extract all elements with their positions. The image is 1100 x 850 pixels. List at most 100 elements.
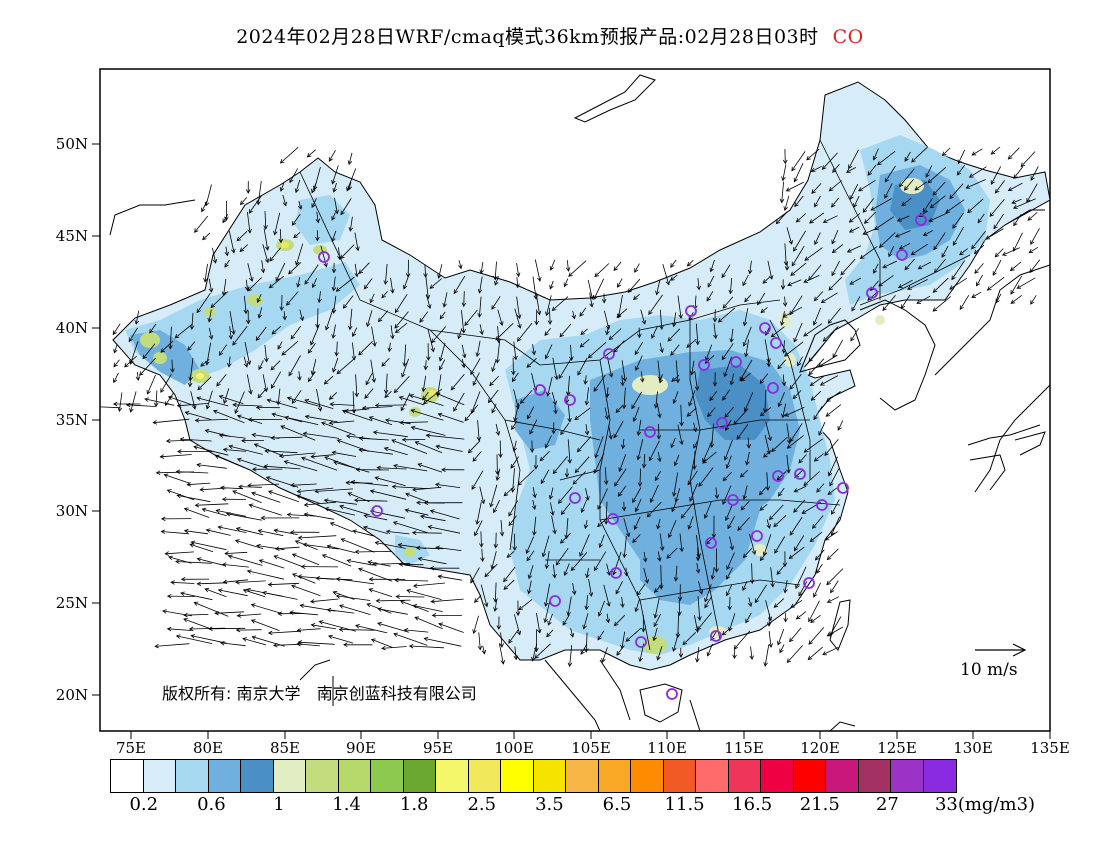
wind-arrow-head [470, 578, 475, 584]
wind-arrow [787, 645, 803, 663]
wind-arrow-head [197, 385, 203, 391]
wind-arrow-head [784, 266, 790, 271]
wind-arrow-head [355, 467, 361, 472]
wind-arrow-head [853, 203, 858, 208]
wind-arrow-head [307, 349, 313, 354]
wind-arrow [808, 627, 825, 645]
wind-arrow [479, 486, 485, 504]
wind-arrow [768, 613, 770, 627]
wind-arrow [194, 215, 209, 233]
wind-arrow [216, 374, 227, 387]
wind-arrow-head [194, 228, 199, 233]
lon-label: 105E [571, 739, 611, 757]
wind-arrow-head [673, 577, 679, 582]
wind-arrow-head [789, 310, 794, 316]
wind-arrow-head [263, 387, 269, 393]
wind-arrow [783, 340, 785, 354]
wind-arrow-head [552, 573, 557, 579]
wind-arrow [494, 276, 499, 286]
wind-arrow [822, 152, 838, 170]
wind-arrow-head [870, 206, 876, 211]
wind-arrow [219, 434, 246, 439]
wind-arrow-head [780, 285, 786, 290]
wind-arrow [705, 355, 715, 364]
wind-arrow-head [180, 591, 185, 596]
wind-arrow [873, 263, 879, 274]
colorbar-cell [436, 760, 469, 792]
wind-arrow-head [846, 248, 852, 253]
wind-arrow [976, 274, 983, 286]
wind-arrow-head [567, 662, 573, 668]
wind-arrow [812, 515, 824, 529]
wind-arrow-head [355, 246, 360, 252]
wind-arrow-head [184, 411, 190, 416]
wind-arrow-head [223, 399, 228, 404]
wind-arrow-head [183, 528, 189, 534]
wind-reference-arrow [975, 643, 1027, 657]
wind-arrow [787, 279, 802, 286]
wind-arrow [424, 264, 426, 278]
wind-arrow-head [722, 476, 728, 482]
wind-arrow-head [361, 405, 367, 411]
wind-arrow-head [795, 217, 801, 223]
wind-arrow-head [537, 277, 542, 282]
wind-arrow-head [291, 399, 297, 404]
wind-arrow [693, 422, 697, 432]
city-marker [803, 577, 815, 589]
wind-arrow-head [303, 512, 309, 517]
wind-arrow-head [544, 331, 549, 336]
wind-arrow [218, 589, 248, 597]
wind-arrow [621, 360, 626, 382]
wind-arrow [675, 488, 681, 502]
wind-arrow [623, 535, 627, 558]
colorbar-cell [176, 760, 209, 792]
wind-arrow [303, 433, 340, 439]
wind-arrow-head [405, 273, 411, 278]
wind-arrow-head [606, 602, 611, 607]
wind-arrow [461, 344, 466, 358]
wind-arrow [405, 493, 429, 503]
wind-arrow [657, 360, 661, 380]
wind-arrow-head [503, 491, 509, 497]
wind-arrow [268, 490, 300, 503]
wind-arrow-head [167, 395, 173, 401]
wind-arrow-head [260, 515, 266, 521]
wind-arrow-head [795, 615, 801, 620]
wind-arrow-head [737, 526, 742, 531]
wind-arrow [233, 404, 263, 407]
wind-arrow-head [746, 444, 752, 449]
wind-arrow [497, 326, 500, 343]
colorbar-cell [306, 760, 339, 792]
wind-arrow [297, 643, 320, 647]
wind-arrow [546, 550, 550, 569]
wind-arrow-head [194, 418, 200, 423]
wind-arrow-head [636, 431, 642, 437]
wind-arrow-head [362, 525, 368, 531]
wind-arrow [297, 487, 334, 492]
wind-arrow [849, 184, 859, 200]
wind-arrow-head [251, 467, 257, 472]
wind-arrow-head [480, 499, 486, 505]
wind-arrow-head [429, 509, 435, 514]
colorbar-cell [533, 760, 566, 792]
wind-arrow-head [778, 491, 783, 497]
wind-arrow [468, 440, 481, 454]
wind-arrow-head [495, 335, 501, 341]
wind-arrow-head [515, 611, 521, 617]
wind-arrow-head [264, 246, 270, 251]
wind-arrow-head [770, 582, 775, 588]
wind-arrow [710, 259, 715, 272]
wind-arrow-head [742, 495, 747, 500]
wind-arrow [562, 614, 570, 626]
wind-arrow [271, 325, 282, 335]
wind-arrow-head [354, 392, 359, 398]
wind-arrow-head [134, 320, 140, 325]
wind-arrow [778, 487, 785, 497]
wind-arrow-head [277, 345, 282, 350]
wind-arrow-head [402, 284, 408, 290]
wind-arrow-head [238, 484, 243, 489]
wind-arrow [722, 627, 731, 636]
wind-arrow-head [175, 469, 181, 475]
wind-arrow [991, 146, 1001, 155]
wind-arrow-head [246, 360, 252, 366]
